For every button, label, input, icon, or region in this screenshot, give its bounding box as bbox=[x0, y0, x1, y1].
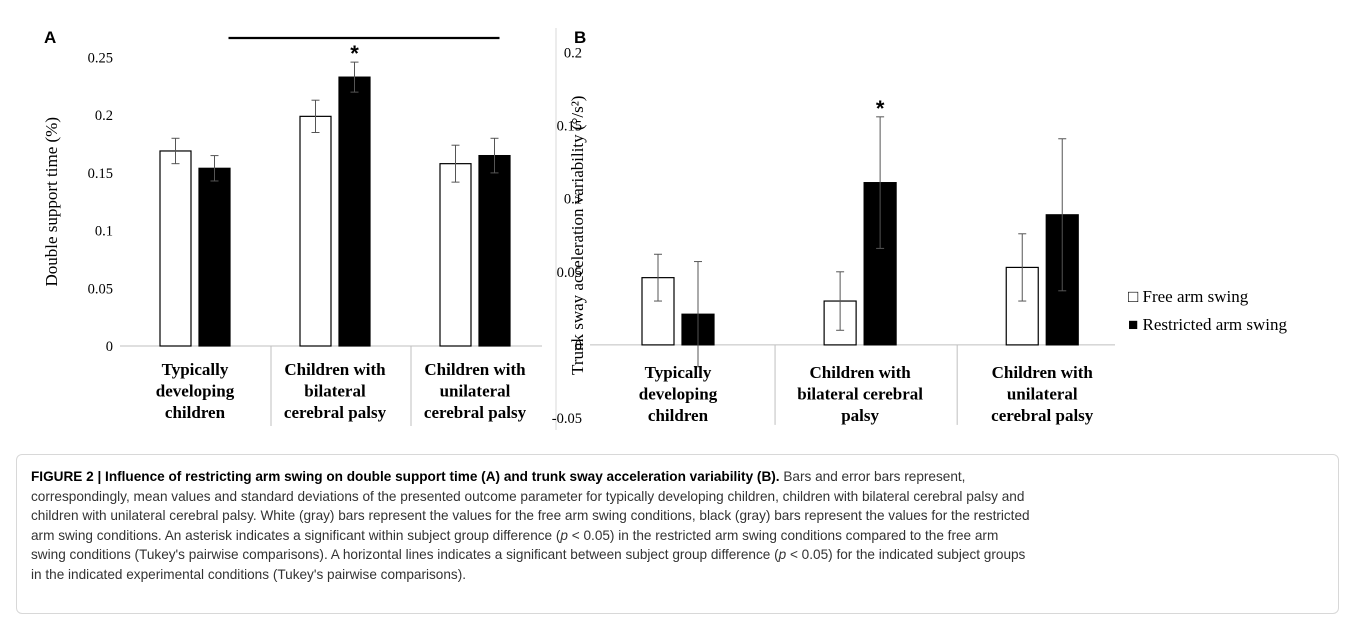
y-tick-label: 0.15 bbox=[557, 119, 582, 135]
bar bbox=[478, 154, 511, 347]
y-tick-label: 0.2 bbox=[95, 108, 113, 124]
caption-line-3: children with unilateral cerebral palsy.… bbox=[31, 508, 1030, 523]
caption-line-4a: arm swing conditions. An asterisk indica… bbox=[31, 527, 561, 543]
x-category-label: developing bbox=[156, 382, 235, 401]
y-tick-label: 0.1 bbox=[564, 192, 582, 208]
x-category-label: cerebral palsy bbox=[424, 403, 527, 422]
x-category-label: developing bbox=[639, 385, 718, 404]
panel-label: B bbox=[574, 28, 586, 47]
figure-caption: FIGURE 2 | Influence of restricting arm … bbox=[16, 454, 1339, 614]
legend-entry: ■ Restricted arm swing bbox=[1128, 315, 1287, 334]
significance-asterisk: * bbox=[350, 41, 359, 66]
caption-line-4b: < 0.05) in the restricted arm swing cond… bbox=[567, 527, 999, 543]
x-category-label: Children with bbox=[809, 363, 911, 382]
figure-charts: A Double support time (%) 0 0.05 0.1 0.15 0.2 0… bbox=[42, 28, 1288, 430]
bar bbox=[338, 76, 371, 347]
caption-p-symbol: p bbox=[778, 547, 787, 562]
bar bbox=[299, 115, 332, 347]
caption-line-6: in the indicated experimental conditions… bbox=[31, 566, 467, 582]
y-axis-label: Double support time (%) bbox=[42, 117, 61, 287]
caption-line-2: correspondingly, mean values and standar… bbox=[31, 488, 1025, 504]
y-axis-label: Trunk sway acceleration variability (°/s… bbox=[568, 96, 587, 375]
x-category-label: Children with bbox=[424, 360, 526, 379]
legend-entry: □ Free arm swing bbox=[1128, 287, 1249, 306]
y-tick-label: 0.15 bbox=[88, 166, 113, 182]
x-category-label: palsy bbox=[841, 406, 879, 425]
x-category-label: unilateral bbox=[440, 382, 511, 401]
y-tick-label: 0 bbox=[106, 339, 113, 355]
caption-line-5a: swing conditions (Tukey's pairwise compa… bbox=[31, 547, 779, 562]
caption-line-5b: < 0.05) for the indicated subject groups bbox=[786, 547, 1026, 562]
x-category-label: Children with bbox=[284, 360, 386, 379]
significance-asterisk: * bbox=[876, 96, 885, 121]
x-category-label: unilateral bbox=[1007, 385, 1078, 404]
x-category-label: cerebral palsy bbox=[284, 403, 387, 422]
x-category-label: Typically bbox=[645, 363, 712, 382]
y-tick-label: 0.05 bbox=[557, 265, 582, 281]
caption-lead: FIGURE 2 | Influence of restricting arm … bbox=[31, 469, 780, 484]
caption-p-symbol: p bbox=[560, 527, 568, 543]
bar bbox=[159, 150, 192, 347]
y-tick-label: 0.1 bbox=[95, 224, 113, 240]
bar bbox=[439, 163, 472, 347]
x-category-label: children bbox=[165, 403, 226, 422]
x-category-label: bilateral bbox=[304, 382, 366, 401]
y-tick-label: 0.05 bbox=[88, 281, 113, 297]
y-tick-label: -0.05 bbox=[552, 411, 582, 427]
bar bbox=[198, 167, 231, 347]
panel-a-chart: A Double support time (%) 0 0.05 0.1 0.15 0.2 0… bbox=[42, 28, 542, 426]
y-tick-label: 0.25 bbox=[88, 51, 113, 67]
x-category-label: cerebral palsy bbox=[991, 406, 1094, 425]
x-category-label: Typically bbox=[162, 360, 229, 379]
panel-b-chart: B Trunk sway acceleration variability (°/… bbox=[552, 28, 1288, 427]
y-tick-label: 0 bbox=[575, 338, 582, 354]
y-tick-label: 0.2 bbox=[564, 46, 582, 62]
panel-label: A bbox=[44, 28, 56, 47]
x-category-label: children bbox=[648, 406, 709, 425]
caption-line-1: Bars and error bars represent, bbox=[779, 469, 966, 484]
x-category-label: Children with bbox=[992, 363, 1094, 382]
x-category-label: bilateral cerebral bbox=[797, 385, 923, 404]
